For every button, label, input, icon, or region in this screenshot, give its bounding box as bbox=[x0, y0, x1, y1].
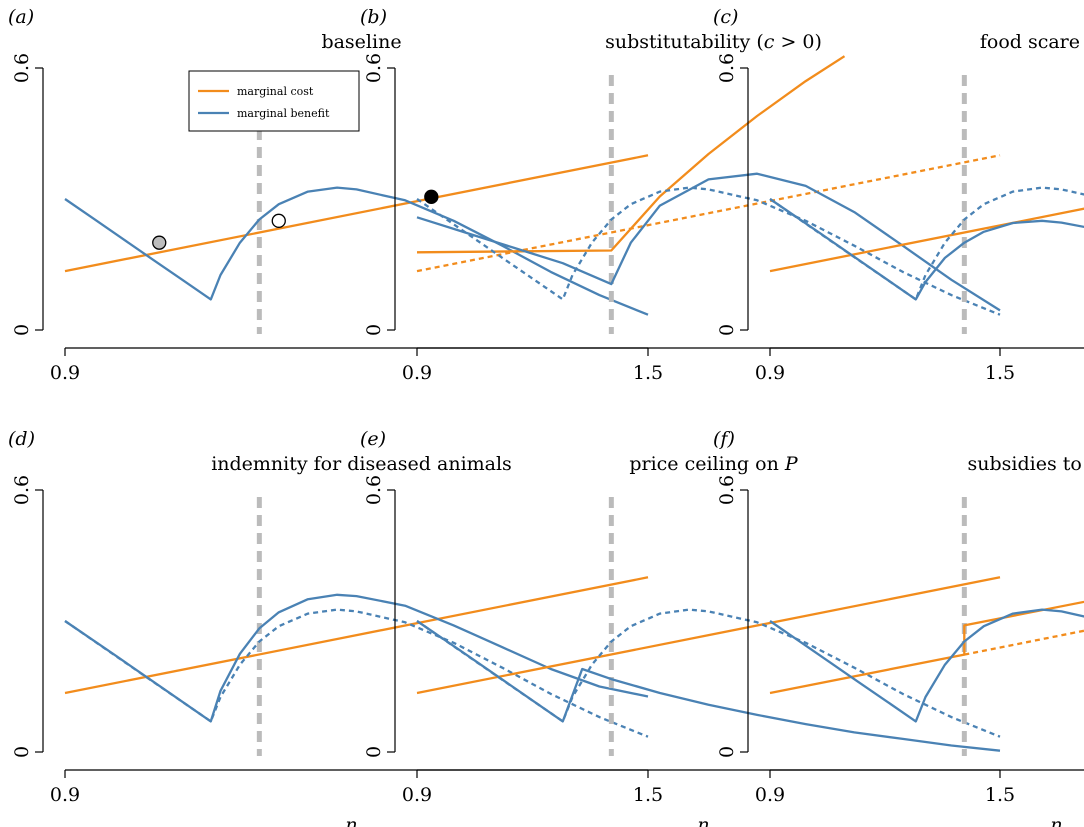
title-part: baseline bbox=[321, 31, 401, 53]
series-cost-solid-0 bbox=[64, 576, 649, 695]
x-axis-label: n bbox=[1050, 814, 1062, 827]
panel-f: (f) subsidies to price P´ 0.9 1.5 0 0.6 n bbox=[713, 428, 1084, 827]
x-tick-label: 1.5 bbox=[633, 362, 663, 384]
panel-e: (e) price ceiling on P 0.9 1.5 0 0.6 n bbox=[360, 428, 1015, 827]
series-benefit-dashed-2 bbox=[416, 186, 1001, 316]
y-tick-label: 0 bbox=[363, 746, 385, 758]
x-tick-label: 0.9 bbox=[402, 362, 432, 384]
series-benefit-dashed-1 bbox=[64, 608, 649, 738]
y-tick-label: 0.6 bbox=[363, 53, 385, 83]
series-benefit-dashed-1 bbox=[416, 608, 1001, 738]
series-benefit-solid-1 bbox=[64, 186, 649, 316]
title-part: > 0) bbox=[774, 31, 822, 53]
series-cost-solid-0 bbox=[769, 207, 1084, 273]
x-tick-label: 1.5 bbox=[985, 362, 1015, 384]
x-axis-label: n bbox=[697, 814, 709, 827]
x-tick-label: 0.9 bbox=[755, 784, 785, 806]
legend-box bbox=[188, 70, 360, 132]
series-benefit-solid-2 bbox=[769, 198, 1084, 301]
legend-label-benefit: marginal benefit bbox=[237, 107, 330, 120]
panel-title: subsidies to price P´ bbox=[968, 453, 1084, 475]
x-tick-label: 0.9 bbox=[402, 784, 432, 806]
x-tick-label: 0.9 bbox=[755, 362, 785, 384]
panel-title: price ceiling on P bbox=[629, 453, 799, 475]
panel-d: (d) indemnity for diseased animals 0.9 1.5 0… bbox=[8, 428, 663, 827]
panel-label: (b) bbox=[360, 6, 387, 28]
panel-label: (d) bbox=[8, 428, 35, 450]
x-tick-label: 0.9 bbox=[50, 784, 80, 806]
y-tick-label: 0 bbox=[716, 324, 738, 336]
series-cost-dashed-0 bbox=[964, 629, 1084, 656]
x-tick-label: 1.5 bbox=[985, 784, 1015, 806]
y-tick-label: 0.6 bbox=[716, 475, 738, 505]
legend-label-cost: marginal cost bbox=[237, 85, 314, 98]
y-tick-label: 0 bbox=[716, 746, 738, 758]
y-tick-label: 0.6 bbox=[363, 475, 385, 505]
y-tick-label: 0.6 bbox=[716, 53, 738, 83]
equilibrium-marker-2 bbox=[271, 213, 286, 228]
y-tick-label: 0.6 bbox=[11, 53, 33, 83]
x-axis-label: n bbox=[345, 814, 357, 827]
panel-label: (a) bbox=[8, 6, 34, 28]
series-benefit-dashed-1 bbox=[769, 186, 1084, 301]
series-cost-solid-0 bbox=[416, 576, 1001, 695]
panel-label: (e) bbox=[360, 428, 386, 450]
series-cost-solid-1 bbox=[416, 55, 846, 254]
legend: marginal cost marginal benefit bbox=[188, 70, 360, 132]
title-part: food scare ( bbox=[980, 31, 1084, 53]
panel-title: substitutability (c > 0) bbox=[605, 31, 822, 53]
panel-c: (c) food scare (d > 0) 0.9 1.5 0 0.6 bbox=[713, 6, 1084, 384]
y-tick-label: 0.6 bbox=[11, 475, 33, 505]
series-benefit-solid-2 bbox=[64, 593, 649, 723]
x-tick-label: 1.5 bbox=[633, 784, 663, 806]
series-cost-solid-1 bbox=[769, 600, 1084, 695]
panel-title: food scare (d > 0) bbox=[980, 31, 1084, 53]
equilibrium-marker-3 bbox=[424, 189, 439, 204]
equilibrium-marker-1 bbox=[152, 235, 167, 250]
y-tick-label: 0 bbox=[11, 324, 33, 336]
panel-title: baseline bbox=[321, 31, 401, 53]
panel-title: indemnity for diseased animals bbox=[211, 453, 512, 475]
title-part: substitutability ( bbox=[605, 31, 764, 53]
title-part: price ceiling on bbox=[629, 453, 785, 475]
title-part: c bbox=[764, 31, 775, 53]
series-benefit-solid-2 bbox=[769, 608, 1084, 723]
panel-label: (f) bbox=[713, 428, 735, 450]
title-part: P bbox=[784, 453, 799, 475]
title-part: indemnity for diseased animals bbox=[211, 453, 512, 475]
title-part: subsidies to price bbox=[968, 453, 1084, 475]
series-benefit-solid-2 bbox=[416, 620, 1001, 752]
series-cost-solid-0 bbox=[64, 154, 649, 273]
panel-b: (b) substitutability (c > 0) 0.9 1.5 0 0.6 bbox=[360, 6, 1015, 384]
panel-label: (c) bbox=[713, 6, 738, 28]
y-tick-label: 0 bbox=[363, 324, 385, 336]
x-tick-label: 0.9 bbox=[50, 362, 80, 384]
series-benefit-solid-3 bbox=[416, 172, 1001, 312]
y-tick-label: 0 bbox=[11, 746, 33, 758]
